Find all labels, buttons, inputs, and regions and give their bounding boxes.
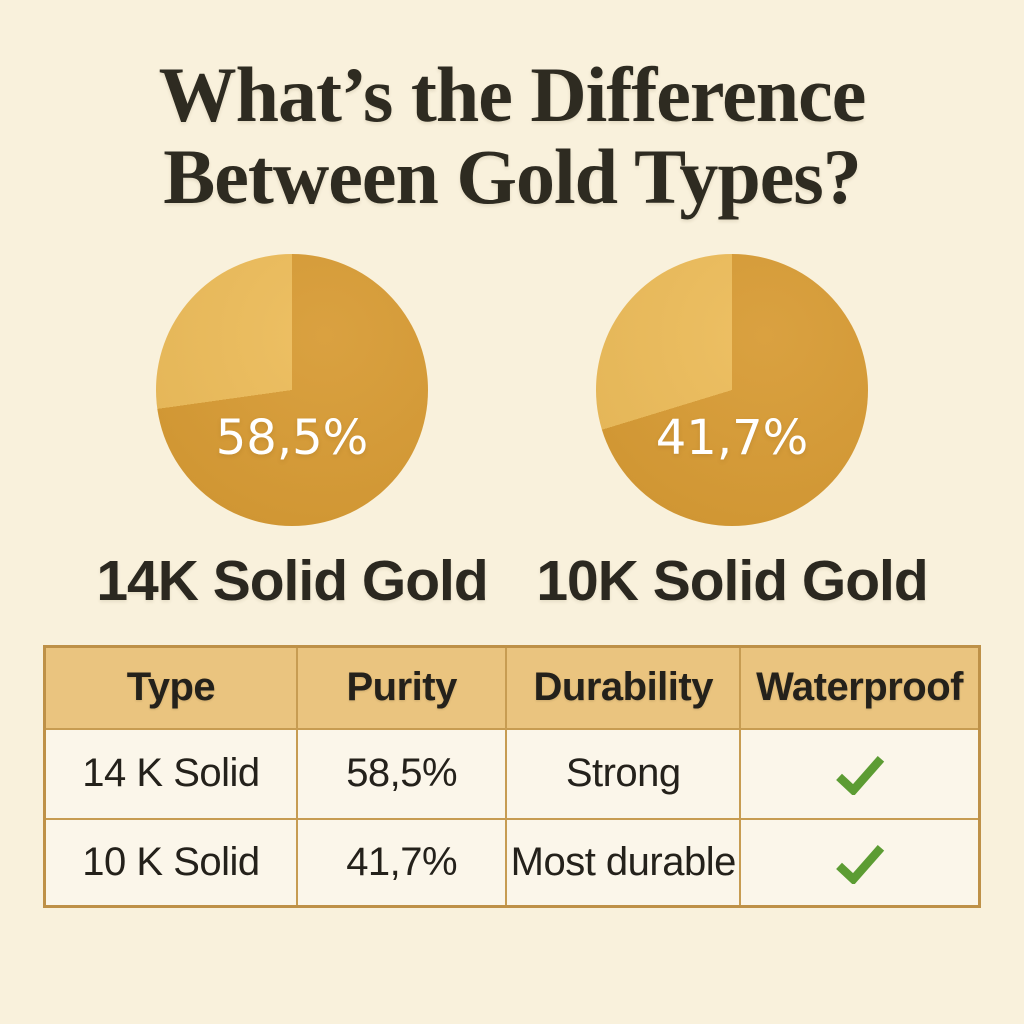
table-header-row: Type Purity Durability Waterproof xyxy=(43,645,981,730)
cell-14k-durability: Strong xyxy=(505,727,742,820)
title-line-1: What’s the Difference xyxy=(158,51,867,138)
pie-10k-caption: 10K Solid Gold xyxy=(536,549,928,613)
pie-chart-10k: 41,7% xyxy=(596,254,868,526)
cell-14k-waterproof xyxy=(739,727,981,820)
cell-10k-type: 10 K Solid xyxy=(43,817,298,908)
cell-10k-durability: Most durable xyxy=(505,817,742,908)
pie-14k-percent-label: 58,5% xyxy=(215,410,369,466)
column-header-purity: Purity xyxy=(295,645,508,730)
pie-chart-14k: 58,5% xyxy=(156,254,428,526)
pie-10k-percent-label: 41,7% xyxy=(655,410,809,466)
cell-14k-type: 14 K Solid xyxy=(43,727,298,820)
checkmark-icon xyxy=(835,845,884,885)
column-header-waterproof: Waterproof xyxy=(739,645,981,730)
table-row-14k: 14 K Solid 58,5% Strong xyxy=(43,727,981,820)
cell-10k-waterproof xyxy=(739,817,981,908)
pie-group-10k: 41,7% 10K Solid Gold xyxy=(512,254,952,612)
page-title: What’s the Difference Between Gold Types? xyxy=(0,54,1024,218)
title-line-2: Between Gold Types? xyxy=(163,133,861,220)
table-row-10k: 10 K Solid 41,7% Most durable xyxy=(43,817,981,908)
cell-10k-purity: 41,7% xyxy=(295,817,508,908)
column-header-durability: Durability xyxy=(505,645,742,730)
pie-group-14k: 58,5% 14K Solid Gold xyxy=(72,254,512,612)
cell-14k-purity: 58,5% xyxy=(295,727,508,820)
checkmark-icon xyxy=(835,756,884,796)
pie-charts-row: 58,5% 14K Solid Gold 41,7% 10K Solid Gol… xyxy=(0,254,1024,612)
comparison-table: Type Purity Durability Waterproof 14 K S… xyxy=(43,645,981,908)
column-header-type: Type xyxy=(43,645,298,730)
pie-14k-caption: 14K Solid Gold xyxy=(96,549,488,613)
